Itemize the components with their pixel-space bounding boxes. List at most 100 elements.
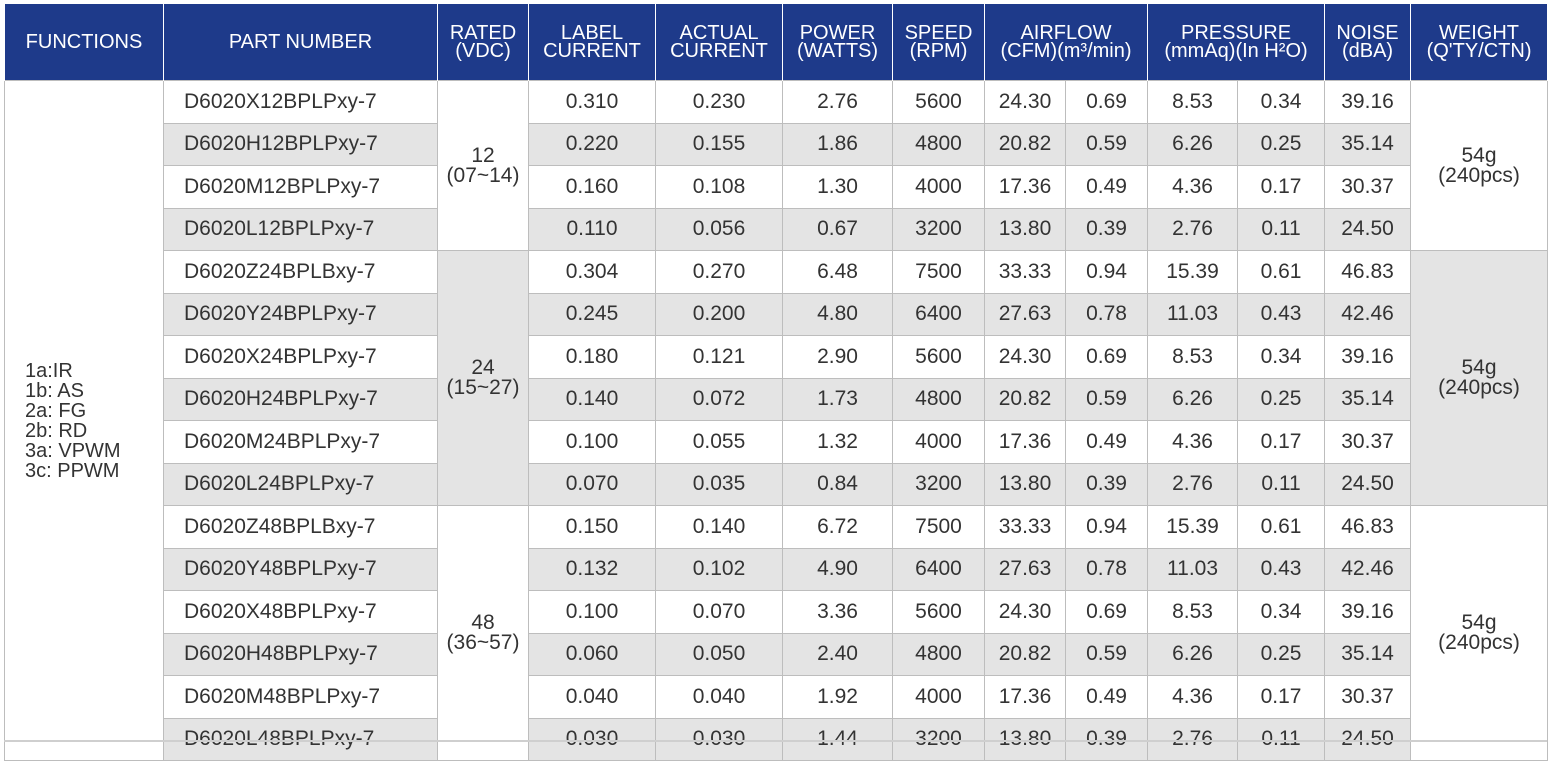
label-current-cell: 0.100 <box>528 420 656 464</box>
pressure-inh2o-cell: 0.25 <box>1237 632 1326 676</box>
actual-current-cell: 0.035 <box>655 462 783 506</box>
speed-cell: 5600 <box>892 80 985 124</box>
actual-current-cell: 0.155 <box>655 122 783 166</box>
speed-cell: 3200 <box>892 207 985 251</box>
speed-cell: 4000 <box>892 420 985 464</box>
header-speed: SPEED (RPM) <box>892 4 985 81</box>
label-current-cell: 0.140 <box>528 377 656 421</box>
power-cell: 2.76 <box>782 80 893 124</box>
table-row: D6020Z24BPLBxy-7 24 (15~27) 0.304 0.270 6.48 7… <box>5 250 1549 506</box>
label-current-cell: 0.245 <box>528 292 656 336</box>
pressure-inh2o-cell: 0.61 <box>1237 505 1326 549</box>
weight-cell: 54g (240pcs) <box>1410 80 1549 251</box>
noise-cell: 46.83 <box>1324 250 1412 294</box>
pressure-mmaq-cell: 8.53 <box>1147 80 1239 124</box>
airflow-cfm-cell: 24.30 <box>984 335 1066 379</box>
pressure-mmaq-cell: 2.76 <box>1147 462 1239 506</box>
power-cell: 0.84 <box>782 462 893 506</box>
noise-cell: 35.14 <box>1324 122 1412 166</box>
pressure-inh2o-cell: 0.17 <box>1237 675 1326 719</box>
table-row: D6020L12BPLPxy-7 0.110 0.056 0.67 3200 13.80 0… <box>5 207 1548 251</box>
airflow-cfm-cell: 20.82 <box>984 122 1066 166</box>
airflow-m3-cell: 0.78 <box>1064 292 1149 336</box>
rated-voltage-cell-line: (15~27) <box>446 376 520 399</box>
pressure-mmaq-cell: 4.36 <box>1147 675 1239 719</box>
table-row: D6020M12BPLPxy-7 0.160 0.108 1.30 4000 17.36 0… <box>5 165 1548 209</box>
airflow-m3-cell: 0.69 <box>1064 335 1149 379</box>
function-item: 2b: RD <box>25 419 88 442</box>
airflow-cfm-cell: 20.82 <box>984 632 1066 676</box>
airflow-m3-cell: 0.78 <box>1064 547 1149 591</box>
speed-cell: 6400 <box>892 292 985 336</box>
rated-voltage-cell: 48 (36~57) <box>437 505 529 761</box>
airflow-m3-cell: 0.59 <box>1064 377 1149 421</box>
speed-cell: 5600 <box>892 590 985 634</box>
header-pressure-line2: (mmAq)(In H²O) <box>1164 40 1308 62</box>
airflow-cfm-cell: 27.63 <box>984 292 1066 336</box>
airflow-m3-cell: 0.49 <box>1064 420 1149 464</box>
actual-current-cell: 0.055 <box>655 420 783 464</box>
pressure-inh2o-cell: 0.17 <box>1237 165 1326 209</box>
header-rated-line1: RATED <box>449 22 517 44</box>
header-noise-line2: (dBA) <box>1341 40 1394 62</box>
table-row: D6020X24BPLPxy-7 0.180 0.121 2.90 5600 24.30 0… <box>5 335 1548 379</box>
part-number-cell: D6020Z48BPLBxy-7 <box>163 505 438 549</box>
noise-cell: 39.16 <box>1324 80 1412 124</box>
header-actual-current: ACTUAL CURRENT <box>655 4 783 81</box>
airflow-cfm-cell: 33.33 <box>984 250 1066 294</box>
noise-cell: 39.16 <box>1324 335 1412 379</box>
functions-cell: 1a:IR 1b: AS 2a: FG 2b: RD 3a: VPWM 3c: PPWM <box>4 80 164 761</box>
header-functions-label: FUNCTIONS <box>25 31 143 53</box>
header-weight-line2: (Q'TY/CTN) <box>1426 40 1532 62</box>
part-number-cell: D6020X48BPLPxy-7 <box>163 590 438 634</box>
actual-current-cell: 0.070 <box>655 590 783 634</box>
actual-current-cell: 0.140 <box>655 505 783 549</box>
speed-cell: 4000 <box>892 675 985 719</box>
label-current-cell: 0.160 <box>528 165 656 209</box>
function-item: 3c: PPWM <box>25 459 120 482</box>
pressure-inh2o-cell: 0.25 <box>1237 122 1326 166</box>
weight-cell-line: (240pcs) <box>1438 631 1520 654</box>
speed-cell: 6400 <box>892 547 985 591</box>
table-row: D6020M48BPLPxy-7 0.040 0.040 1.92 4000 17.36 0… <box>5 675 1548 719</box>
pressure-mmaq-cell: 6.26 <box>1147 632 1239 676</box>
airflow-m3-cell: 0.59 <box>1064 122 1149 166</box>
airflow-m3-cell: 0.39 <box>1064 462 1149 506</box>
pressure-mmaq-cell: 8.53 <box>1147 335 1239 379</box>
header-label-current-line1: LABEL <box>560 22 624 44</box>
rated-voltage-cell: 24 (15~27) <box>437 250 529 506</box>
label-current-cell: 0.150 <box>528 505 656 549</box>
speed-cell: 7500 <box>892 250 985 294</box>
power-cell: 1.32 <box>782 420 893 464</box>
power-cell: 1.73 <box>782 377 893 421</box>
label-current-cell: 0.060 <box>528 632 656 676</box>
airflow-cfm-cell: 17.36 <box>984 675 1066 719</box>
actual-current-cell: 0.040 <box>655 675 783 719</box>
header-rated-line2: (VDC) <box>455 40 511 62</box>
table-row: D6020Z48BPLBxy-7 48 (36~57) 0.150 0.140 6.72 7… <box>5 505 1549 761</box>
airflow-cfm-cell: 24.30 <box>984 80 1066 124</box>
table-row: D6020H24BPLPxy-7 0.140 0.072 1.73 4800 20.82 0… <box>5 377 1548 421</box>
pressure-inh2o-cell: 0.34 <box>1237 590 1326 634</box>
airflow-m3-cell: 0.69 <box>1064 590 1149 634</box>
header-weight: WEIGHT (Q'TY/CTN) <box>1410 4 1549 81</box>
table-row: D6020M24BPLPxy-7 0.100 0.055 1.32 4000 17.36 0… <box>5 420 1548 464</box>
header-power-line2: (WATTS) <box>796 40 879 62</box>
speed-cell: 7500 <box>892 505 985 549</box>
airflow-m3-cell: 0.49 <box>1064 675 1149 719</box>
pressure-mmaq-cell: 15.39 <box>1147 250 1239 294</box>
pressure-inh2o-cell: 0.43 <box>1237 292 1326 336</box>
table-row: D6020Y24BPLPxy-7 0.245 0.200 4.80 6400 27.63 0… <box>5 292 1548 336</box>
actual-current-cell: 0.230 <box>655 80 783 124</box>
header-label-current: LABEL CURRENT <box>528 4 656 81</box>
part-number-cell: D6020H12BPLPxy-7 <box>163 122 438 166</box>
rated-voltage-cell-line: 48 <box>471 611 495 634</box>
airflow-cfm-cell: 17.36 <box>984 165 1066 209</box>
actual-current-cell: 0.056 <box>655 207 783 251</box>
function-item: 1a:IR <box>25 359 73 382</box>
label-current-cell: 0.132 <box>528 547 656 591</box>
header-speed-line1: SPEED <box>904 22 973 44</box>
pressure-inh2o-cell: 0.17 <box>1237 420 1326 464</box>
table-row: D6020L24BPLPxy-7 0.070 0.035 0.84 3200 13.80 0… <box>5 462 1548 506</box>
part-number-cell: D6020Y24BPLPxy-7 <box>163 292 438 336</box>
